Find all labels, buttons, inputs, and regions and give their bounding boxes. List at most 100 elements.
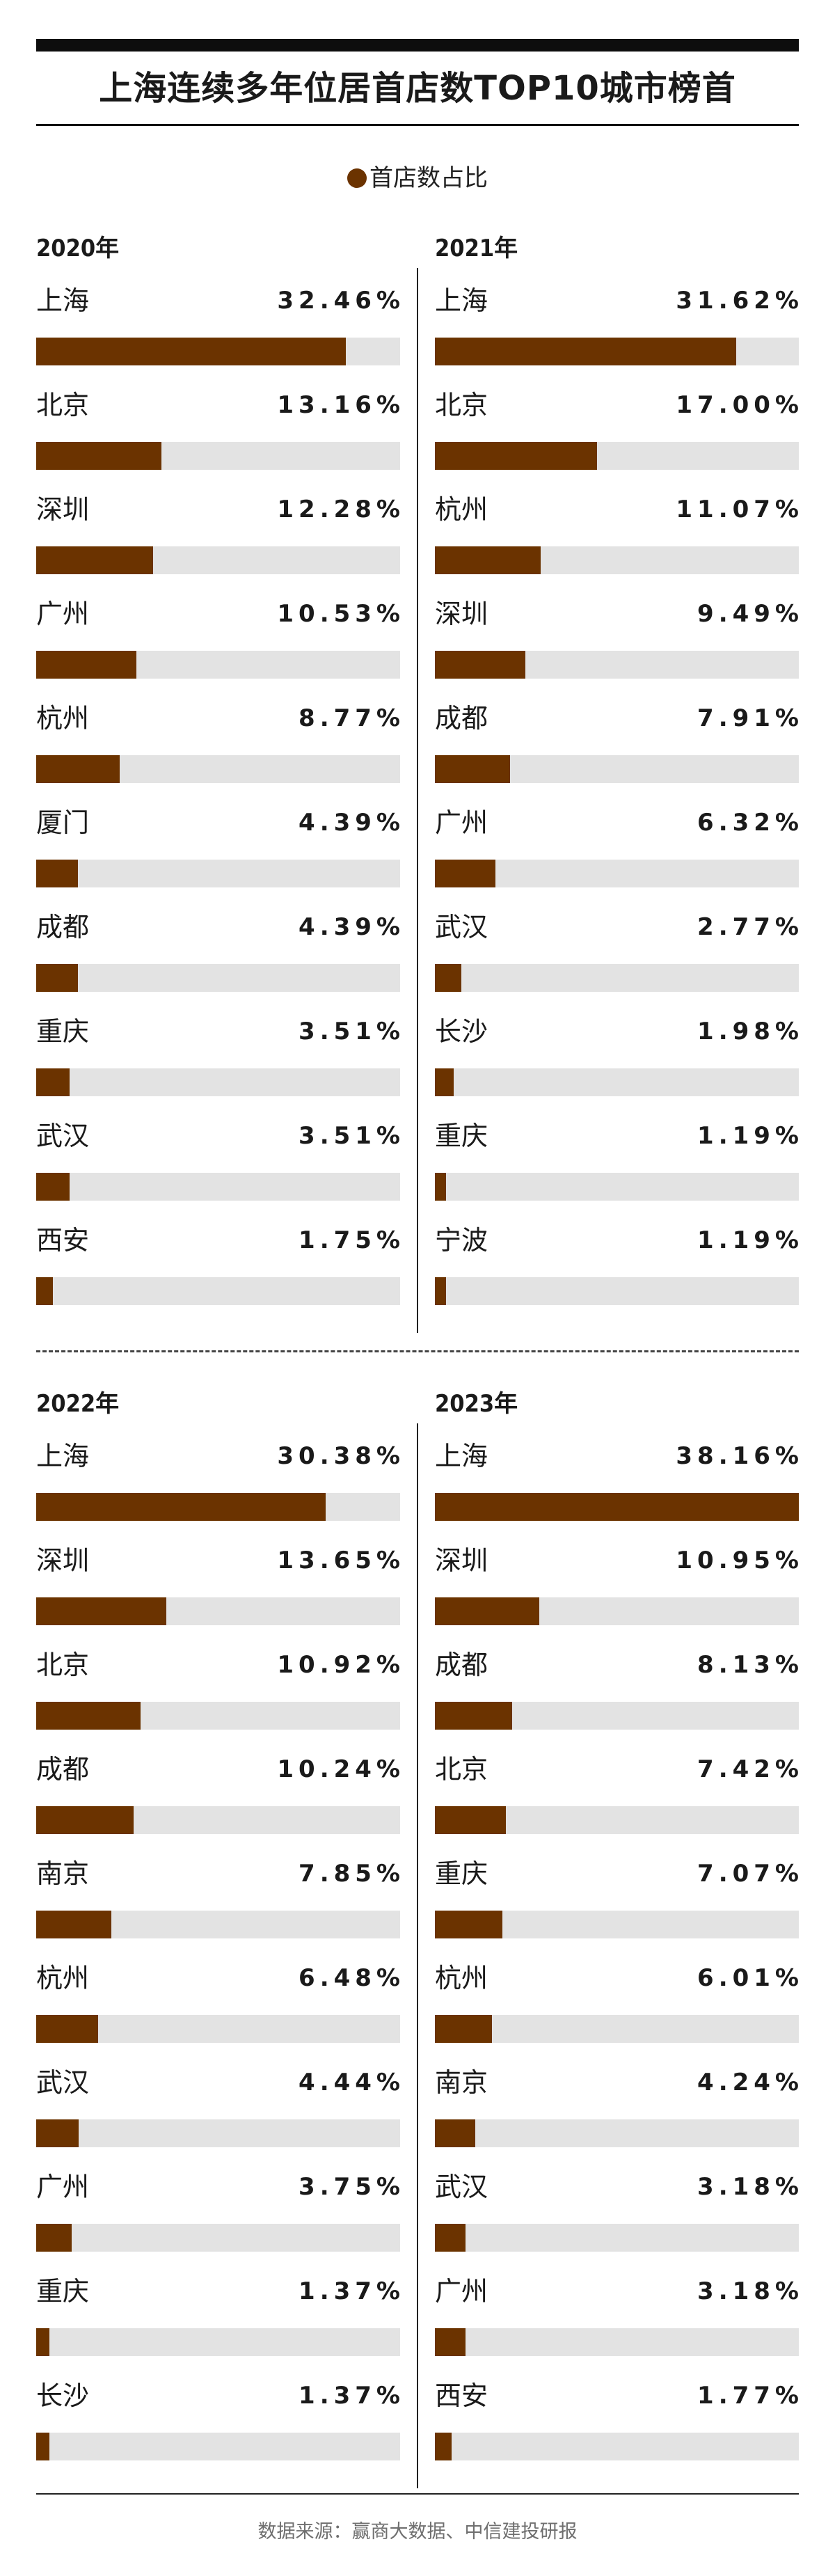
bar bbox=[36, 1702, 141, 1730]
bar bbox=[36, 1911, 111, 1938]
category-label: 北京 bbox=[36, 1650, 90, 1680]
data-label: 31.62% bbox=[676, 287, 804, 315]
bar-track bbox=[435, 1702, 799, 1730]
category-label: 杭州 bbox=[435, 494, 488, 525]
category-label: 重庆 bbox=[435, 1121, 488, 1151]
category-label: 武汉 bbox=[36, 1121, 90, 1151]
bar bbox=[435, 2119, 475, 2147]
category-label: 成都 bbox=[36, 1754, 90, 1785]
category-label: 成都 bbox=[435, 1650, 488, 1680]
bar bbox=[435, 1702, 512, 1730]
bar bbox=[36, 1068, 70, 1096]
data-label: 8.77% bbox=[299, 704, 405, 732]
data-label: 10.95% bbox=[676, 1547, 804, 1574]
bar-track bbox=[36, 1911, 400, 1938]
bar-track bbox=[36, 2328, 400, 2356]
bar-row: 成都 8.13% bbox=[435, 1647, 799, 1738]
bar-row: 西安 1.75% bbox=[36, 1223, 400, 1313]
bar-row: 广州 3.18% bbox=[435, 2274, 799, 2364]
bar-row: 杭州 6.48% bbox=[36, 1961, 400, 2051]
category-label: 厦门 bbox=[36, 807, 90, 838]
data-label: 32.46% bbox=[277, 287, 405, 315]
category-label: 成都 bbox=[435, 703, 488, 734]
data-label: 1.75% bbox=[299, 1226, 405, 1254]
bar bbox=[36, 546, 153, 574]
category-label: 长沙 bbox=[36, 2380, 90, 2411]
category-label: 北京 bbox=[435, 390, 488, 420]
bar-row: 重庆 3.51% bbox=[36, 1014, 400, 1105]
data-label: 4.39% bbox=[299, 809, 405, 837]
data-label: 38.16% bbox=[676, 1442, 804, 1470]
bar-track bbox=[435, 755, 799, 783]
data-label: 17.00% bbox=[676, 391, 804, 419]
bar bbox=[36, 1277, 53, 1305]
data-label: 1.19% bbox=[697, 1122, 804, 1150]
data-label: 6.01% bbox=[697, 1964, 804, 1992]
data-label: 1.77% bbox=[697, 2382, 804, 2410]
bar bbox=[435, 338, 736, 365]
bar bbox=[36, 860, 78, 887]
bar-row: 杭州 8.77% bbox=[36, 701, 400, 791]
category-label: 杭州 bbox=[36, 1963, 90, 1993]
category-label: 武汉 bbox=[435, 912, 488, 942]
bar bbox=[435, 1597, 539, 1625]
bar-track bbox=[36, 1068, 400, 1096]
bar-track bbox=[435, 2224, 799, 2252]
bar-track bbox=[36, 2015, 400, 2043]
bar-row: 深圳 9.49% bbox=[435, 596, 799, 687]
bar-row: 广州 3.75% bbox=[36, 2170, 400, 2260]
data-label: 8.13% bbox=[697, 1651, 804, 1679]
bar-row: 南京 4.24% bbox=[435, 2065, 799, 2156]
data-label: 3.51% bbox=[299, 1122, 405, 1150]
data-label: 13.16% bbox=[277, 391, 405, 419]
bar-track bbox=[36, 2224, 400, 2252]
bar-row: 成都 4.39% bbox=[36, 910, 400, 1000]
bar-track bbox=[435, 1173, 799, 1201]
bar-track bbox=[435, 1597, 799, 1625]
data-label: 3.18% bbox=[697, 2173, 804, 2201]
data-label: 1.19% bbox=[697, 1226, 804, 1254]
chart-title: 上海连续多年位居首店数TOP10城市榜首 bbox=[99, 69, 736, 108]
bar-row: 北京 10.92% bbox=[36, 1647, 400, 1738]
bar-row: 武汉 2.77% bbox=[435, 910, 799, 1000]
data-label: 6.48% bbox=[299, 1964, 405, 1992]
bar bbox=[36, 2015, 98, 2043]
bar-track bbox=[36, 1702, 400, 1730]
bar-track bbox=[36, 964, 400, 992]
bar-row: 深圳 13.65% bbox=[36, 1543, 400, 1634]
bar bbox=[435, 2224, 466, 2252]
bar-track bbox=[435, 2433, 799, 2460]
bar bbox=[435, 2015, 492, 2043]
data-label: 3.18% bbox=[697, 2277, 804, 2305]
bar bbox=[435, 1277, 446, 1305]
data-label: 1.37% bbox=[299, 2277, 405, 2305]
bar bbox=[435, 755, 510, 783]
bar-track bbox=[435, 442, 799, 470]
bar-track bbox=[36, 546, 400, 574]
bar-track bbox=[36, 1277, 400, 1305]
bar-row: 上海 32.46% bbox=[36, 283, 400, 374]
bar bbox=[36, 1806, 134, 1834]
bar-row: 长沙 1.37% bbox=[36, 2378, 400, 2469]
category-label: 西安 bbox=[36, 1225, 90, 1256]
category-label: 上海 bbox=[36, 285, 90, 316]
bar-track bbox=[36, 1597, 400, 1625]
top-accent-bar bbox=[36, 39, 799, 52]
bar bbox=[435, 860, 495, 887]
bar bbox=[435, 651, 525, 679]
category-label: 重庆 bbox=[36, 1016, 90, 1047]
category-label: 北京 bbox=[36, 390, 90, 420]
bar-track bbox=[36, 1493, 400, 1521]
bar-track bbox=[435, 2119, 799, 2147]
data-label: 1.37% bbox=[299, 2382, 405, 2410]
chart-panel-3: 2023年 上海 38.16% 深圳 10.95% 成都 8.13% 北京 7.42% 重庆 7.0… bbox=[435, 1389, 799, 2483]
data-label: 10.24% bbox=[277, 1755, 405, 1783]
bar-row: 广州 6.32% bbox=[435, 805, 799, 896]
bar-track bbox=[435, 860, 799, 887]
bar-track bbox=[36, 860, 400, 887]
bar bbox=[435, 2433, 452, 2460]
category-label: 北京 bbox=[435, 1754, 488, 1785]
chart-panel-0: 2020年 上海 32.46% 北京 13.16% 深圳 12.28% 广州 10.53% 杭州 8… bbox=[36, 233, 400, 1327]
category-label: 深圳 bbox=[36, 494, 90, 525]
data-label: 10.53% bbox=[277, 600, 405, 628]
